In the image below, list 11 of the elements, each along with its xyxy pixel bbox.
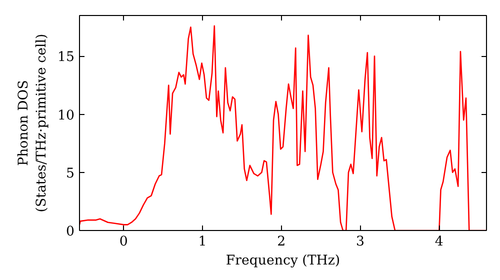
x-tick-label: 3 (356, 234, 365, 250)
y-tick-label: 0 (66, 224, 75, 240)
x-tick-label: 1 (198, 234, 207, 250)
x-tick-label: 2 (277, 234, 286, 250)
x-tick-label: 4 (434, 234, 444, 250)
y-tick-label: 5 (66, 166, 75, 182)
y-tick-label: 10 (58, 108, 75, 124)
x-axis-title: Frequency (THz) (226, 254, 340, 268)
y-tick-label: 15 (58, 50, 75, 66)
y-axis-title: Phonon DOS (States/THz·primitive cell) (16, 34, 50, 212)
x-tick-label: 0 (119, 234, 128, 250)
